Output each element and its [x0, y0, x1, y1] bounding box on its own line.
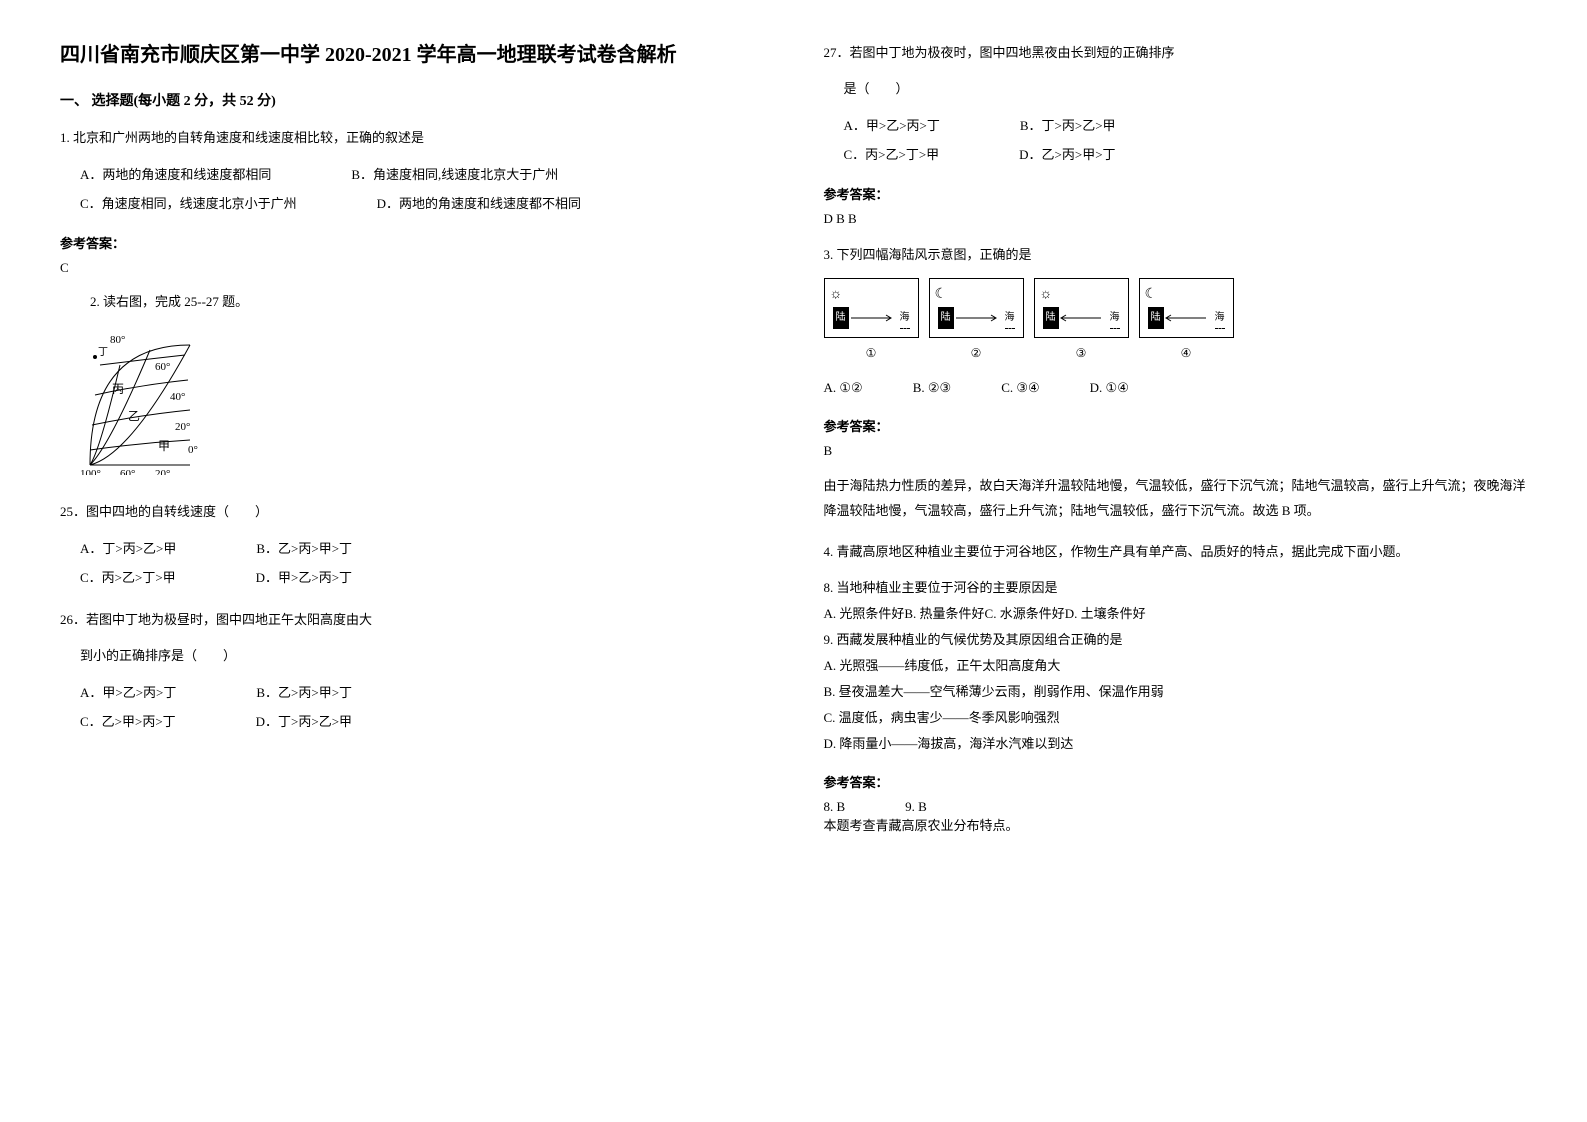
q9-answer: 9. B	[905, 799, 927, 815]
point-jia: 甲	[158, 439, 170, 453]
q8-answer: 8. B	[824, 799, 846, 815]
question-25: 25．图中四地的自转线速度（ ） A．丁>丙>乙>甲 B．乙>丙>甲>丁 C．丙…	[60, 499, 764, 592]
q9-option-d: D. 降雨量小——海拔高，海洋水汽难以到达	[824, 731, 1528, 757]
question-3: 3. 下列四幅海陆风示意图，正确的是 ☼ 陆 海 ①	[824, 242, 1528, 401]
diagram-1-label: ①	[866, 341, 877, 365]
q3-explanation: 由于海陆热力性质的差异，故白天海洋升温较陆地慢，气温较低，盛行下沉气流；陆地气温…	[824, 474, 1528, 523]
q26-option-c: C．乙>甲>丙>丁	[80, 708, 176, 737]
right-column: 27．若图中丁地为极夜时，图中四地黑夜由长到短的正确排序 是（ ） A．甲>乙>…	[824, 40, 1528, 834]
q25-option-a: A．丁>丙>乙>甲	[80, 535, 176, 564]
q4-note: 本题考查青藏高原农业分布特点。	[824, 815, 1528, 834]
lon-20: 20°	[155, 468, 170, 475]
q1-option-b: B．角速度相同,线速度北京大于广州	[351, 161, 558, 190]
q3-answer: B	[824, 443, 1528, 459]
sea-label: 海	[1215, 308, 1225, 329]
q3-option-c: C. ③④	[1001, 375, 1039, 401]
q3-answer-label: 参考答案：	[824, 416, 1528, 435]
land-label: 陆	[833, 307, 849, 329]
q8-text: 8. 当地种植业主要位于河谷的主要原因是	[824, 575, 1528, 601]
question-27: 27．若图中丁地为极夜时，图中四地黑夜由长到短的正确排序 是（ ） A．甲>乙>…	[824, 40, 1528, 169]
left-column: 四川省南充市顺庆区第一中学 2020-2021 学年高一地理联考试卷含解析 一、…	[60, 40, 764, 834]
diagram-4: ☾ 陆 海 ④	[1139, 278, 1234, 365]
q9-text: 9. 西藏发展种植业的气候优势及其原因组合正确的是	[824, 627, 1528, 653]
point-bing: 丙	[112, 382, 124, 396]
lat-0: 0°	[188, 444, 198, 456]
q2-text: 2. 读右图，完成 25--27 题。	[90, 291, 764, 310]
diagram-1: ☼ 陆 海 ①	[824, 278, 919, 365]
q3-option-d: D. ①④	[1090, 375, 1129, 401]
q1-option-d: D．两地的角速度和线速度都不相同	[377, 190, 581, 219]
land-label: 陆	[1043, 307, 1059, 329]
q1-option-a: A．两地的角速度和线速度都相同	[80, 161, 271, 190]
q26-option-d: D．丁>丙>乙>甲	[256, 708, 352, 737]
lat-20: 20°	[175, 421, 190, 433]
land-label: 陆	[938, 307, 954, 329]
q27-answer-label: 参考答案：	[824, 184, 1528, 203]
q4-answer-label: 参考答案：	[824, 772, 1528, 791]
q3-diagrams: ☼ 陆 海 ① ☾	[824, 278, 1528, 365]
diagram-4-label: ④	[1181, 341, 1192, 365]
q9-option-c: C. 温度低，病虫害少——冬季风影响强烈	[824, 705, 1528, 731]
q25-option-c: C．丙>乙>丁>甲	[80, 564, 176, 593]
lat-60: 60°	[155, 361, 170, 373]
q3-option-a: A. ①②	[824, 375, 863, 401]
q27-option-b: B．丁>丙>乙>甲	[1020, 112, 1116, 141]
diagram-2-label: ②	[971, 341, 982, 365]
question-1: 1. 北京和广州两地的自转角速度和线速度相比较，正确的叙述是 A．两地的角速度和…	[60, 125, 764, 218]
point-yi: 乙	[128, 409, 140, 423]
q1-option-c: C．角速度相同，线速度北京小于广州	[80, 190, 297, 219]
point-ding	[93, 355, 97, 359]
globe-diagram: 80° 60° 40° 20° 0° 100° 60° 20° 丙 乙 甲 丁	[80, 325, 764, 479]
q4-text: 4. 青藏高原地区种植业主要位于河谷地区，作物生产具有单产高、品质好的特点，据此…	[824, 539, 1528, 565]
lon-60: 60°	[120, 468, 135, 475]
q25-text: 25．图中四地的自转线速度（ ）	[60, 499, 764, 525]
q1-answer-label: 参考答案：	[60, 233, 764, 252]
land-label: 陆	[1148, 307, 1164, 329]
q26-option-b: B．乙>丙>甲>丁	[256, 679, 352, 708]
lon-100: 100°	[80, 468, 101, 475]
q3-option-b: B. ②③	[913, 375, 951, 401]
section-header: 一、 选择题(每小题 2 分，共 52 分)	[60, 90, 764, 110]
exam-title: 四川省南充市顺庆区第一中学 2020-2021 学年高一地理联考试卷含解析	[60, 40, 764, 70]
sea-label: 海	[1005, 308, 1015, 329]
point-ding-label: 丁	[98, 347, 108, 358]
q26-text2: 到小的正确排序是（ ）	[60, 643, 764, 669]
diagram-2: ☾ 陆 海 ②	[929, 278, 1024, 365]
lat-40: 40°	[170, 391, 185, 403]
exam-page: 四川省南充市顺庆区第一中学 2020-2021 学年高一地理联考试卷含解析 一、…	[60, 40, 1527, 834]
diagram-3-label: ③	[1076, 341, 1087, 365]
sea-label: 海	[1110, 308, 1120, 329]
question-26: 26．若图中丁地为极昼时，图中四地正午太阳高度由大 到小的正确排序是（ ） A．…	[60, 607, 764, 736]
question-2: 2. 读右图，完成 25--27 题。	[60, 291, 764, 310]
q27-option-a: A．甲>乙>丙>丁	[844, 112, 940, 141]
q26-option-a: A．甲>乙>丙>丁	[80, 679, 176, 708]
q1-text: 1. 北京和广州两地的自转角速度和线速度相比较，正确的叙述是	[60, 125, 764, 151]
q27-answer: D B B	[824, 211, 1528, 227]
q3-text: 3. 下列四幅海陆风示意图，正确的是	[824, 242, 1528, 268]
q1-answer: C	[60, 260, 764, 276]
lat-80: 80°	[110, 334, 125, 346]
q9-option-a: A. 光照强——纬度低，正午太阳高度角大	[824, 653, 1528, 679]
q25-option-d: D．甲>乙>丙>丁	[256, 564, 352, 593]
sea-label: 海	[900, 308, 910, 329]
q8-opts: A. 光照条件好B. 热量条件好C. 水源条件好D. 土壤条件好	[824, 601, 1528, 627]
q27-option-d: D．乙>丙>甲>丁	[1019, 141, 1115, 170]
q27-text2: 是（ ）	[824, 76, 1528, 102]
question-4: 4. 青藏高原地区种植业主要位于河谷地区，作物生产具有单产高、品质好的特点，据此…	[824, 539, 1528, 757]
q9-option-b: B. 昼夜温差大——空气稀薄少云雨，削弱作用、保温作用弱	[824, 679, 1528, 705]
q25-option-b: B．乙>丙>甲>丁	[256, 535, 352, 564]
q27-option-c: C．丙>乙>丁>甲	[844, 141, 940, 170]
q26-text: 26．若图中丁地为极昼时，图中四地正午太阳高度由大	[60, 607, 764, 633]
q27-text: 27．若图中丁地为极夜时，图中四地黑夜由长到短的正确排序	[824, 40, 1528, 66]
diagram-3: ☼ 陆 海 ③	[1034, 278, 1129, 365]
globe-svg: 80° 60° 40° 20° 0° 100° 60° 20° 丙 乙 甲 丁	[80, 325, 210, 475]
